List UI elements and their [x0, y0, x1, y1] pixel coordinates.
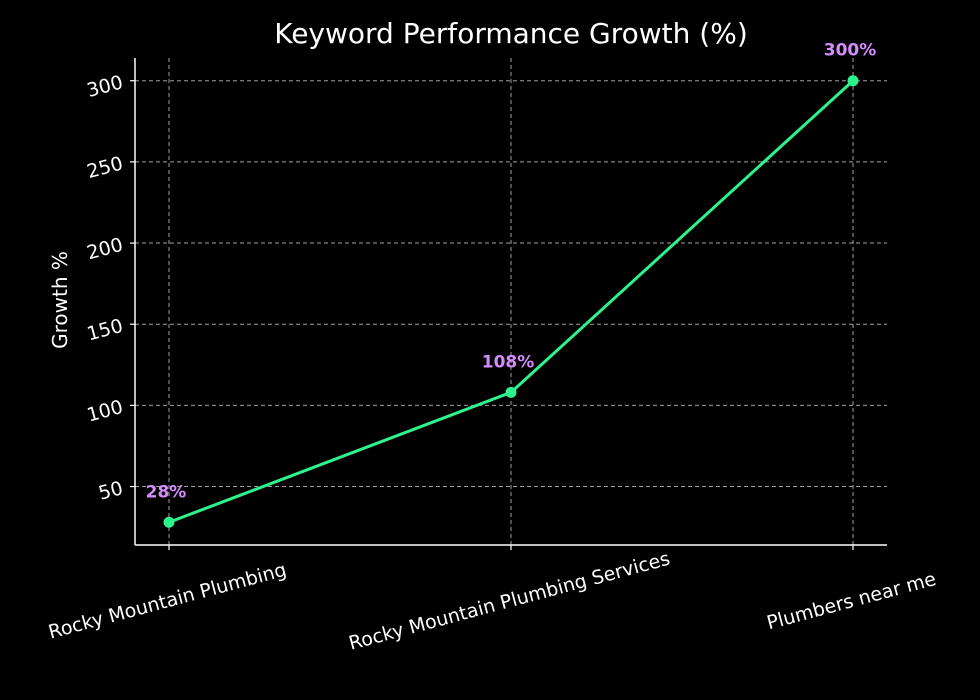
y-tick-label: 150: [85, 315, 126, 346]
data-label: 108%: [482, 352, 535, 372]
x-tick-label: Plumbers near me: [764, 568, 938, 634]
data-point: [847, 75, 859, 87]
data-point: [163, 516, 175, 528]
x-tick-label: Rocky Mountain Plumbing Services: [347, 548, 673, 655]
series-line: [168, 79, 855, 524]
x-tick-label: Rocky Mountain Plumbing: [46, 559, 289, 644]
grid: [135, 58, 887, 545]
y-tick-label: 200: [85, 234, 126, 265]
chart-title: Keyword Performance Growth (%): [274, 17, 748, 50]
y-tick-label: 300: [85, 71, 126, 102]
data-point: [505, 386, 517, 398]
data-label: 28%: [146, 482, 187, 502]
y-tick-label: 100: [85, 396, 126, 427]
series: [163, 75, 859, 528]
y-tick-label: 50: [96, 477, 125, 505]
data-labels: 28% 108% 300%: [146, 41, 877, 503]
data-label: 300%: [824, 41, 877, 61]
y-axis-label: Growth %: [48, 251, 72, 349]
y-tick-label: 250: [85, 152, 126, 183]
